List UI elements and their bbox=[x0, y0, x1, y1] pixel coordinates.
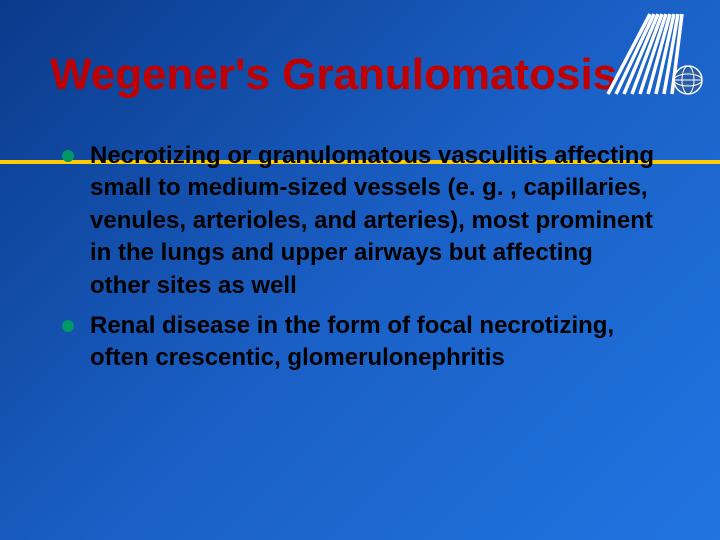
triangle-stripes-icon bbox=[608, 14, 682, 94]
bullet-dot-icon bbox=[62, 150, 74, 162]
globe-icon bbox=[674, 66, 702, 94]
bullet-text: Necrotizing or granulomatous vasculitis … bbox=[90, 142, 654, 299]
bullet-dot-icon bbox=[62, 320, 74, 332]
corner-logo bbox=[590, 8, 710, 98]
bullet-item: Renal disease in the form of focal necro… bbox=[90, 310, 655, 375]
bullet-text: Renal disease in the form of focal necro… bbox=[90, 312, 614, 371]
content-area: Necrotizing or granulomatous vasculitis … bbox=[0, 100, 720, 375]
slide-title: Wegener's Granulomatosis bbox=[50, 50, 670, 100]
bullet-item: Necrotizing or granulomatous vasculitis … bbox=[90, 140, 655, 302]
logo-svg bbox=[590, 8, 710, 98]
